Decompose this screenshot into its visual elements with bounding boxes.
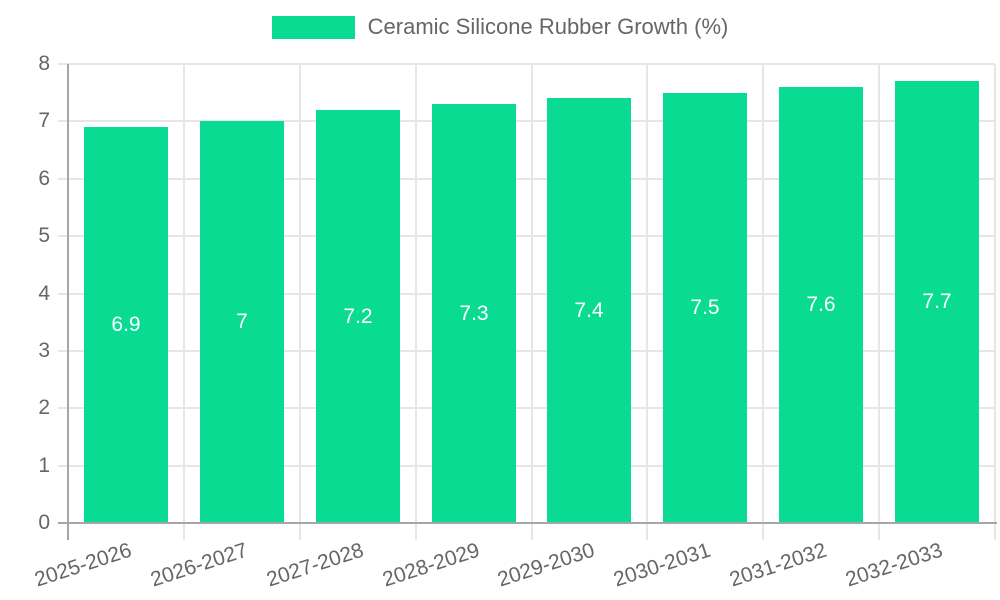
y-axis-label: 7 [38,109,50,132]
x-axis-label: 2031-2032 [726,538,830,592]
x-gridline [994,64,996,523]
y-axis-label: 8 [38,52,50,75]
x-axis-tick [646,523,648,540]
x-axis-label: 2032-2033 [842,538,946,592]
y-axis-label: 2 [38,396,50,419]
y-axis-tick [58,465,68,467]
bar-value-label: 6.9 [111,313,141,336]
x-gridline [646,64,648,523]
bar-value-label: 7 [236,310,248,333]
x-axis-tick [994,523,996,540]
x-axis-tick [531,523,533,540]
y-axis-tick [58,120,68,122]
x-axis-label: 2029-2030 [494,538,598,592]
y-axis-label: 5 [38,224,50,247]
y-axis-label: 6 [38,167,50,190]
y-axis-tick [58,407,68,409]
bar[interactable] [316,110,400,523]
bar-value-label: 7.6 [806,293,836,316]
x-axis-label: 2028-2029 [379,538,483,592]
y-axis-label: 3 [38,339,50,362]
y-axis-label: 4 [38,282,50,305]
x-axis-label: 2025-2026 [31,538,135,592]
y-axis-line [67,64,69,525]
bar-value-label: 7.7 [922,290,952,313]
x-axis-tick [415,523,417,540]
x-gridline [762,64,764,523]
bar[interactable] [779,87,863,523]
x-axis-tick [67,523,69,540]
bar[interactable] [547,98,631,523]
bar-value-label: 7.4 [574,299,604,322]
bar-value-label: 7.3 [459,302,489,325]
x-axis-label: 2027-2028 [263,538,367,592]
x-axis-label: 2030-2031 [610,538,714,592]
bar[interactable] [895,81,979,523]
bar[interactable] [200,121,284,523]
y-axis-tick [58,235,68,237]
bar[interactable] [84,127,168,523]
x-axis-tick [183,523,185,540]
bar-value-label: 7.5 [690,296,720,319]
y-axis-tick [58,63,68,65]
x-axis-tick [299,523,301,540]
x-gridline [878,64,880,523]
x-gridline [415,64,417,523]
x-axis-line [58,522,997,524]
bar[interactable] [432,104,516,523]
x-axis-tick [878,523,880,540]
legend-swatch-icon [271,15,355,39]
x-gridline [531,64,533,523]
y-axis-tick [58,178,68,180]
bar[interactable] [663,93,747,523]
y-axis-tick [58,293,68,295]
y-axis-label: 1 [38,454,50,477]
x-axis-label: 2026-2027 [147,538,251,592]
y-axis-tick [58,350,68,352]
x-gridline [183,64,185,523]
legend-label: Ceramic Silicone Rubber Growth (%) [367,14,729,39]
bar-value-label: 7.2 [343,305,373,328]
chart-legend[interactable]: Ceramic Silicone Rubber Growth (%) [0,14,1000,40]
x-gridline [299,64,301,523]
y-axis-label: 0 [38,511,50,534]
x-axis-tick [762,523,764,540]
